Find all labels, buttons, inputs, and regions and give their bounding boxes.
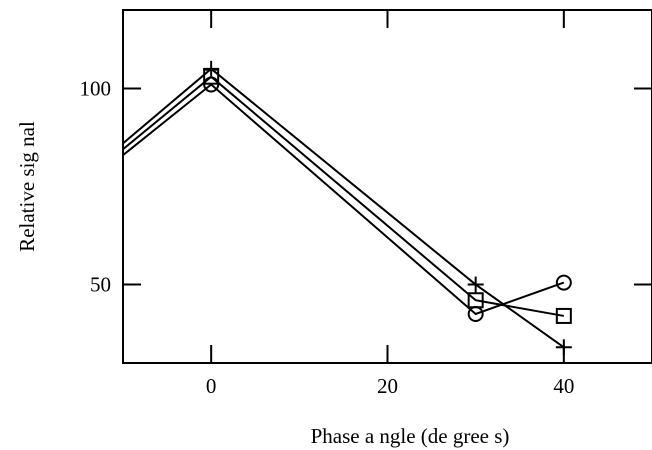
series-layer bbox=[123, 67, 565, 349]
square-marker bbox=[203, 68, 220, 85]
square-marker bbox=[555, 307, 572, 324]
plus-marker bbox=[467, 276, 484, 293]
series-line-square bbox=[123, 75, 565, 317]
y-axis-label: Relative sig nal bbox=[15, 121, 39, 252]
series-line-plus bbox=[123, 67, 565, 349]
circle-marker bbox=[555, 274, 572, 291]
plot-frame bbox=[122, 9, 652, 364]
y-tick-label: 100 bbox=[80, 76, 112, 100]
circle-marker bbox=[467, 305, 484, 322]
circle-marker bbox=[203, 76, 220, 93]
x-tick-label: 20 bbox=[377, 374, 398, 398]
x-axis-label: Phase a ngle (de gree s) bbox=[311, 424, 510, 448]
plus-marker bbox=[555, 339, 572, 356]
series-line-circle bbox=[123, 83, 565, 316]
ticks-layer: 0 20 40 50 100 bbox=[80, 10, 652, 398]
x-tick-label: 0 bbox=[206, 374, 217, 398]
x-tick-label: 40 bbox=[553, 374, 574, 398]
y-tick-label: 50 bbox=[90, 273, 111, 297]
markers-layer bbox=[203, 60, 572, 356]
